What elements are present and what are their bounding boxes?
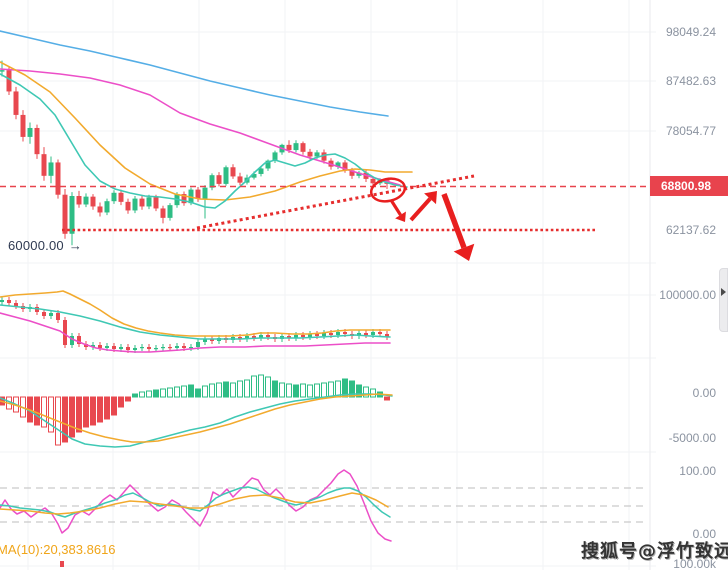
watermark-text: 搜狐号@浮竹致远	[581, 541, 728, 562]
axis-label: 100000.00	[659, 288, 716, 302]
axis-label: 62137.62	[665, 223, 716, 237]
axis-label: 0.00	[692, 386, 716, 400]
axis-label: 98049.24	[665, 25, 716, 39]
axis-label: 100.00	[679, 464, 716, 478]
arrow-right-icon: →	[68, 238, 83, 253]
axis-label: 78054.77	[665, 124, 716, 138]
level-value: 60000.00	[8, 238, 64, 253]
axis-label: 87482.63	[665, 74, 716, 88]
chevron-right-icon	[721, 288, 726, 296]
panel-expand-handle[interactable]	[719, 268, 728, 332]
axis-label: -5000.00	[668, 431, 716, 445]
axis-label: 100.00k	[673, 557, 716, 570]
price-level-annotation: 60000.00 →	[8, 238, 82, 253]
current-price-badge: 68800.98	[650, 176, 728, 196]
volume-ma-legend: MA(10):20,383.8616	[0, 542, 116, 557]
axis-label: 0.00	[692, 527, 716, 541]
